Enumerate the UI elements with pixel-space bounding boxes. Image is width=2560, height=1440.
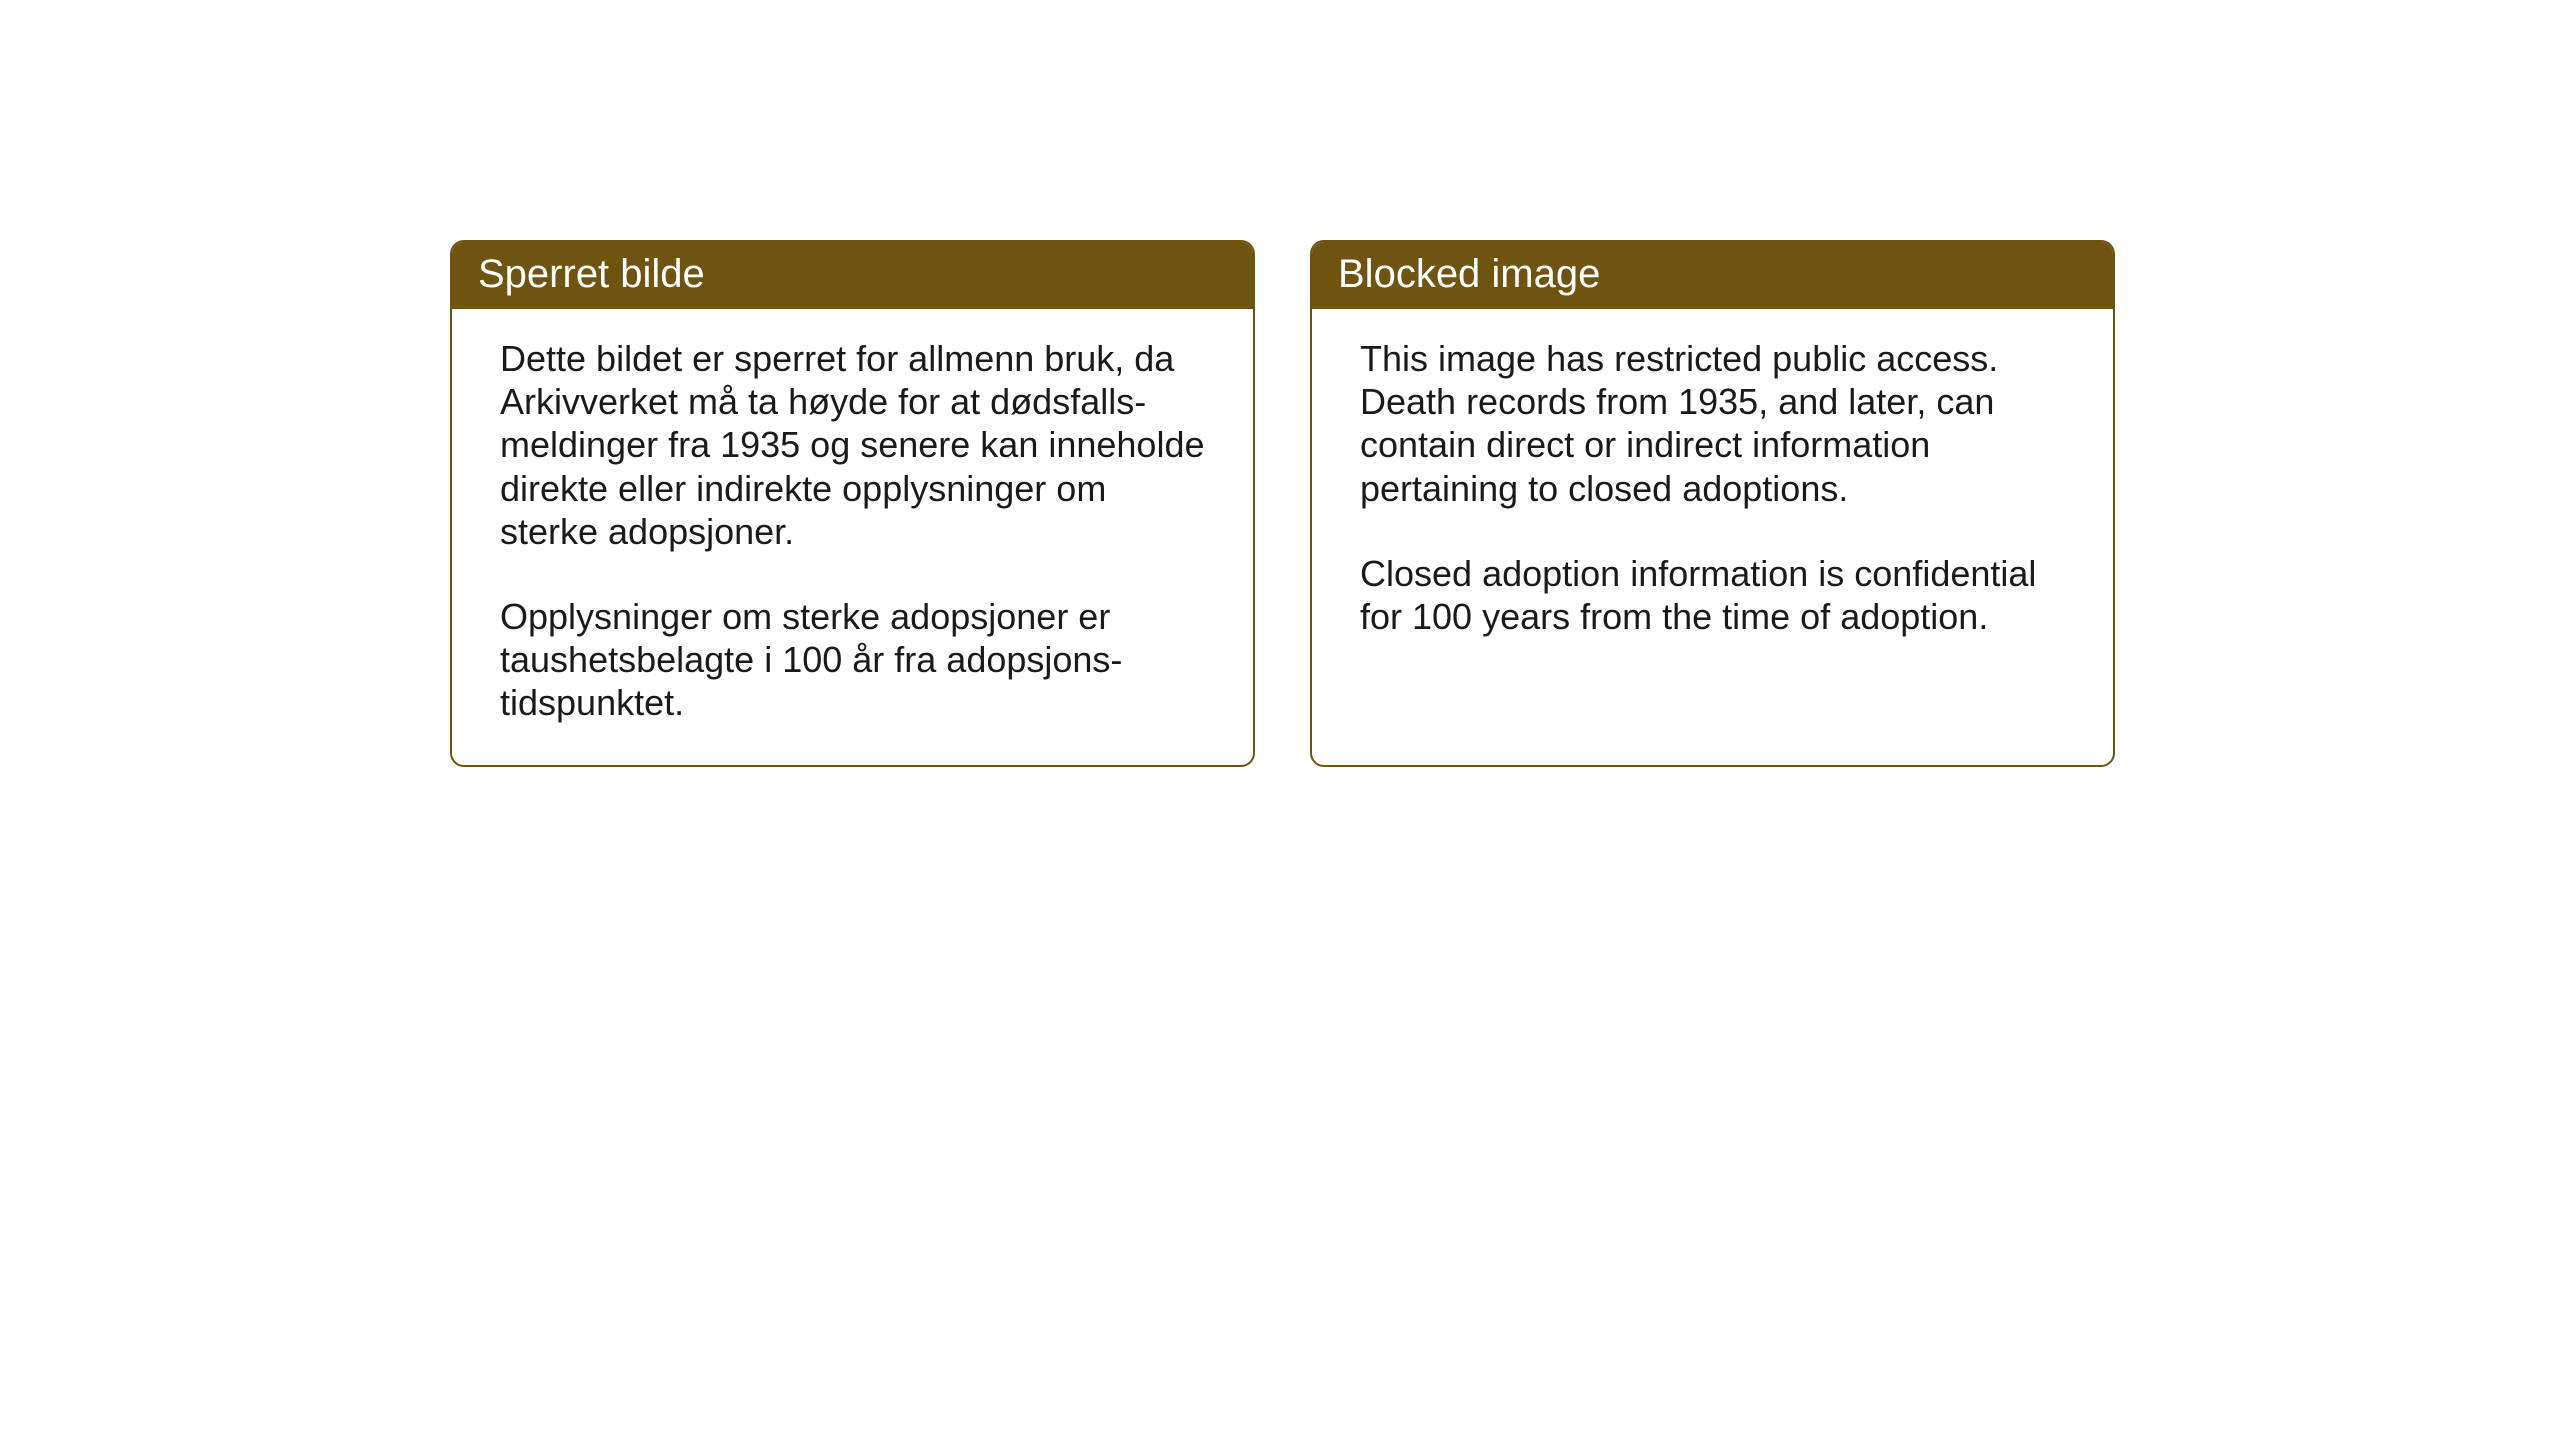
card-header-english: Blocked image bbox=[1312, 242, 2113, 309]
card-paragraph-1-norwegian: Dette bildet er sperret for allmenn bruk… bbox=[500, 337, 1213, 553]
card-english: Blocked image This image has restricted … bbox=[1310, 240, 2115, 767]
card-title-english: Blocked image bbox=[1338, 252, 1600, 296]
card-paragraph-2-norwegian: Opplysninger om sterke adopsjoner er tau… bbox=[500, 595, 1213, 725]
card-paragraph-2-english: Closed adoption information is confident… bbox=[1360, 552, 2073, 638]
card-header-norwegian: Sperret bilde bbox=[452, 242, 1253, 309]
card-body-english: This image has restricted public access.… bbox=[1312, 309, 2113, 754]
card-title-norwegian: Sperret bilde bbox=[478, 252, 705, 296]
card-norwegian: Sperret bilde Dette bildet er sperret fo… bbox=[450, 240, 1255, 767]
card-paragraph-1-english: This image has restricted public access.… bbox=[1360, 337, 2073, 510]
notice-container: Sperret bilde Dette bildet er sperret fo… bbox=[450, 240, 2115, 767]
card-body-norwegian: Dette bildet er sperret for allmenn bruk… bbox=[452, 309, 1253, 765]
